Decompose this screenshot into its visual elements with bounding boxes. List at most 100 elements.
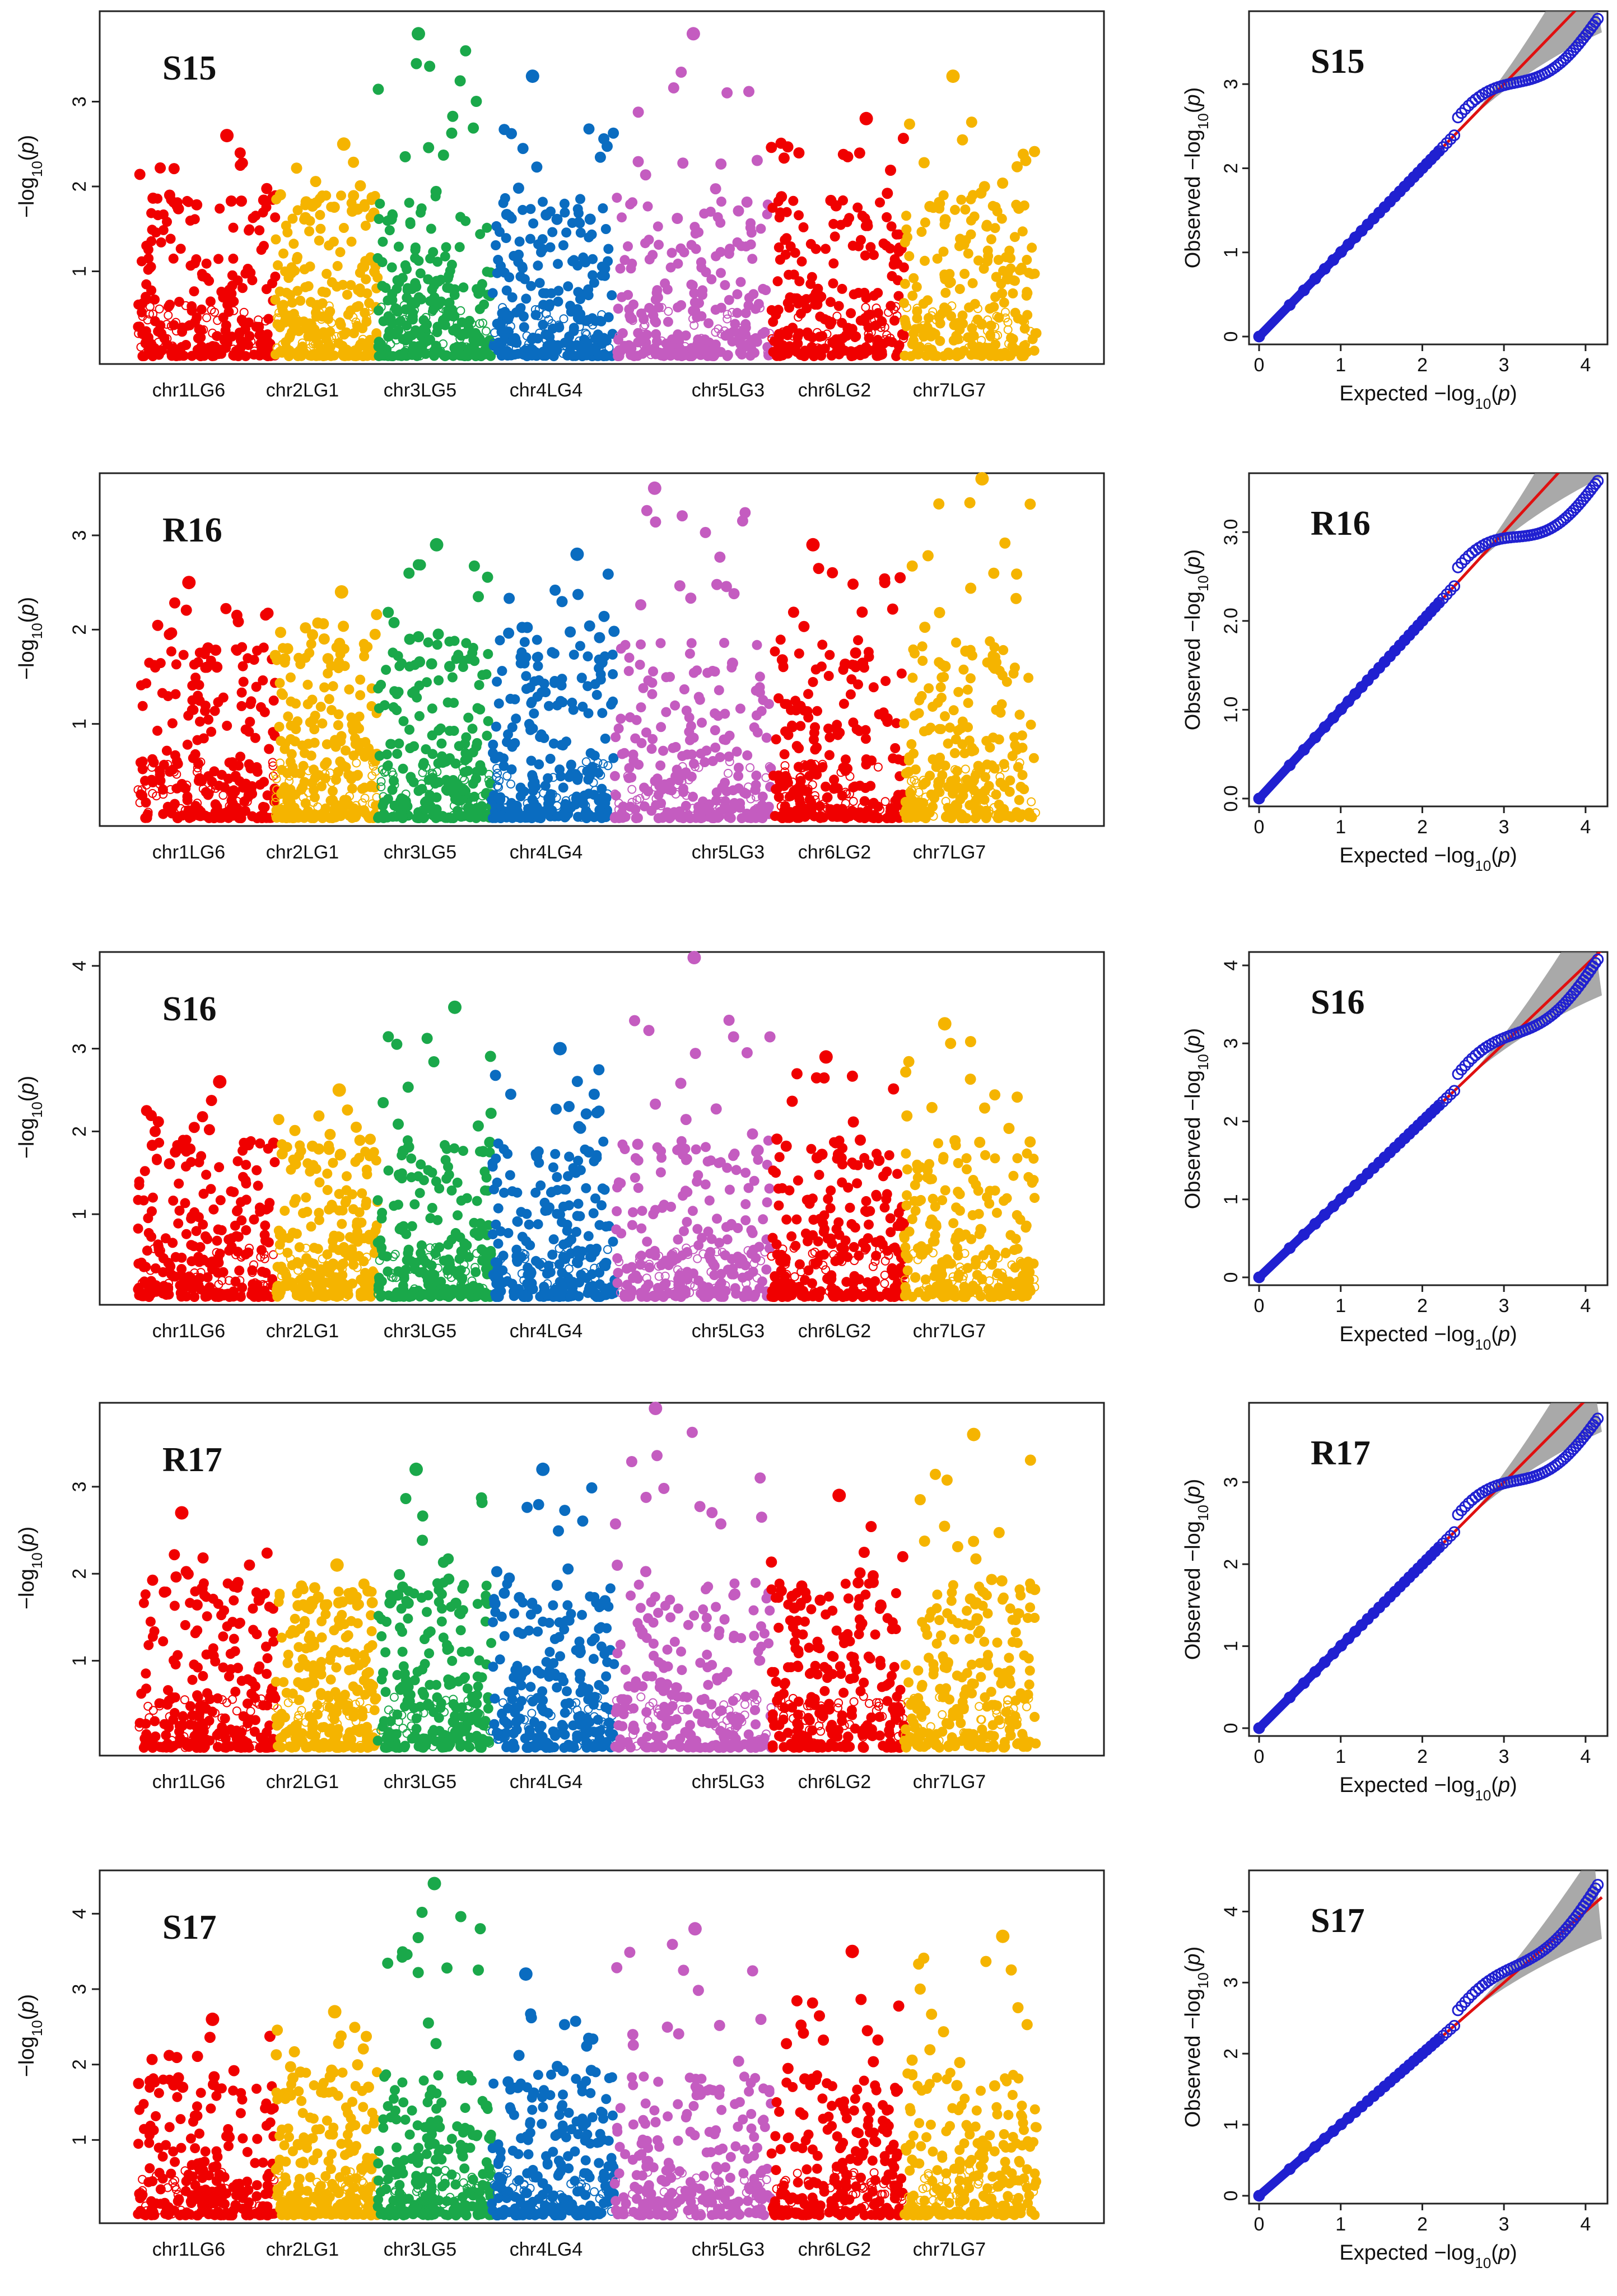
snp-point (473, 1230, 484, 1241)
peak-point (220, 129, 234, 143)
snp-point (351, 1121, 362, 1133)
snp-point (559, 314, 568, 324)
snp-point (501, 233, 511, 244)
snp-point (498, 303, 507, 312)
snp-point (1012, 161, 1023, 172)
snp-point (430, 185, 442, 197)
snp-point (787, 606, 799, 618)
snp-point (373, 342, 384, 352)
snp-point (304, 226, 315, 236)
snp-point (887, 271, 897, 281)
snp-point (474, 304, 485, 314)
snp-point (271, 234, 281, 245)
snp-point (1024, 498, 1036, 510)
snp-point (798, 620, 810, 632)
snp-point (491, 1219, 501, 1230)
snp-point (752, 640, 762, 650)
snp-point (987, 661, 998, 672)
snp-point (150, 1263, 161, 1273)
snp-point (673, 258, 683, 269)
snp-point (270, 212, 281, 223)
snp-point (1014, 795, 1024, 805)
snp-point (414, 1291, 425, 1302)
snp-point (315, 209, 325, 220)
snp-point (534, 759, 544, 769)
snp-point (423, 142, 435, 153)
snp-point (530, 1187, 541, 1198)
snp-point (647, 250, 658, 260)
snp-point (446, 127, 458, 139)
snp-point (716, 197, 726, 207)
snp-point (402, 283, 413, 293)
snp-point (239, 796, 250, 807)
snp-point (173, 1218, 184, 1229)
snp-point (613, 723, 624, 734)
snp-point (150, 1126, 161, 1137)
snp-point (537, 234, 548, 245)
snp-point (236, 1215, 247, 1226)
snp-point (341, 1185, 352, 1196)
snp-point (424, 60, 436, 72)
snp-point (733, 763, 744, 773)
snp-point (180, 604, 192, 616)
snp-point (145, 309, 154, 319)
snp-point (501, 285, 512, 296)
snp-point (463, 712, 474, 723)
snp-point (860, 734, 871, 744)
snp-point (711, 578, 723, 590)
snp-point (334, 637, 346, 649)
snp-point (168, 1196, 179, 1206)
snp-point (903, 767, 914, 777)
snp-point (172, 769, 181, 779)
snp-point (512, 806, 523, 816)
snp-point (191, 254, 202, 264)
snp-point (219, 782, 230, 792)
snp-point (236, 806, 245, 815)
snp-point (757, 329, 768, 339)
snp-point (521, 671, 532, 682)
snp-point (139, 1166, 150, 1177)
snp-point (886, 221, 897, 232)
snp-point (461, 638, 472, 648)
snp-point (467, 648, 478, 659)
snp-point (946, 311, 957, 321)
snp-point (533, 260, 543, 271)
snp-point (484, 1051, 496, 1062)
snp-point (740, 342, 749, 351)
snp-point (677, 510, 688, 522)
snp-point (837, 283, 847, 294)
snp-point (524, 720, 535, 731)
snp-point (309, 1243, 319, 1253)
snp-point (232, 1206, 242, 1216)
snp-point (646, 350, 656, 360)
chromosome-label: chr5LG3 (692, 842, 765, 863)
snp-point (322, 1249, 333, 1259)
snp-point (403, 1244, 414, 1255)
snp-point (403, 567, 415, 579)
snp-point (423, 341, 433, 350)
snp-point (713, 711, 723, 721)
snp-point (261, 316, 271, 326)
snp-point (1009, 232, 1020, 242)
snp-point (141, 240, 152, 251)
manhattan-plot-r16: 123−log10(p)chr1LG6 chr2LG1 chr3LG5 chr4LG4… (15, 472, 1105, 863)
snp-point (201, 272, 212, 283)
snp-point (327, 705, 337, 715)
snp-point (914, 708, 924, 718)
snp-point (276, 790, 286, 799)
snp-point (710, 743, 721, 753)
snp-point (223, 806, 232, 816)
snp-point (374, 214, 384, 224)
snp-point (452, 1177, 463, 1188)
snp-point (244, 225, 254, 236)
snp-point (863, 647, 874, 657)
snp-point (490, 328, 500, 338)
snp-point (869, 250, 879, 260)
snp-point (740, 308, 751, 319)
snp-point (329, 1230, 339, 1241)
snp-point (742, 750, 753, 760)
snp-point (165, 301, 175, 311)
snp-point (238, 676, 249, 687)
snp-point (171, 783, 181, 793)
y-axis-title: Observed −log10(p) (1181, 549, 1211, 731)
